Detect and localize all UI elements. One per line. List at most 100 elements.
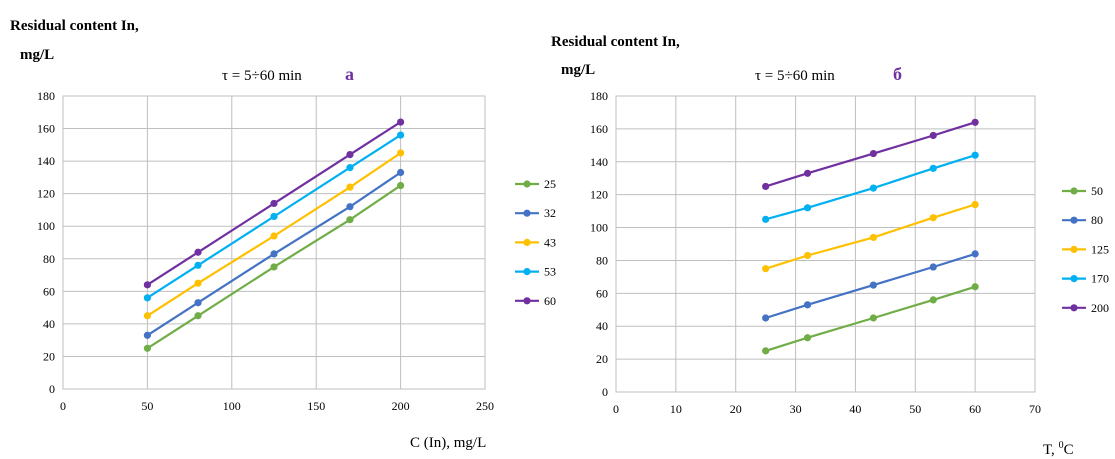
panel-b-series-125-point xyxy=(869,233,877,242)
panel-a-ytick-label: 80 xyxy=(43,252,55,266)
panel-a-series-60-point xyxy=(270,199,278,208)
panel-a-plot-area: 0 20 40 60 80 100 120 140 160 180 0 50 100 150 200 250 xyxy=(37,89,494,413)
panel-a-subtitle: τ = 5÷60 min xyxy=(222,68,302,84)
panel-b-xtick-label: 40 xyxy=(849,402,861,416)
panel-b-xlabel: T, 0C xyxy=(1043,440,1074,458)
panel-b-series-80-point xyxy=(869,281,877,289)
panel-b-xtick-label: 60 xyxy=(969,402,981,416)
panel-b-series-200-point xyxy=(803,169,812,177)
panel-a-ytick-label: 60 xyxy=(43,284,55,298)
panel-b-series-80-point xyxy=(762,314,770,322)
panel-a-ytick-label: 180 xyxy=(37,89,55,103)
panel-b-legend: 50 80 125 170 200 xyxy=(1062,184,1109,315)
panel-a-legend-marker-32 xyxy=(523,209,531,217)
panel-b-legend-label-50: 50 xyxy=(1091,184,1103,198)
panel-b-series-50-point xyxy=(929,296,937,304)
panel-a-ytick-label: 160 xyxy=(37,122,55,136)
panel-a-ytick-label: 140 xyxy=(37,154,55,168)
panel-a-ylabel-line2: mg/L xyxy=(20,47,54,63)
panel-b-series-50-point xyxy=(803,334,812,342)
panel-a-series-32-point xyxy=(194,299,202,307)
panel-a-series-53-point xyxy=(397,131,405,139)
panel-b-ytick-label: 80 xyxy=(596,253,608,267)
panel-b-xtick-label: 70 xyxy=(1029,402,1041,416)
panel-b-series-200-point xyxy=(762,182,770,191)
panel-b-plot-area: 0 20 40 60 80 100 120 140 160 180 0 10 20 30 40 50 60 70 xyxy=(590,89,1041,416)
panel-a-series-32-point xyxy=(397,168,405,177)
panel-a-series-60-point xyxy=(397,118,405,126)
panel-b-legend-marker-170 xyxy=(1070,275,1078,283)
panel-a-series-43-point xyxy=(397,149,405,157)
panel-a-ytick-label: 40 xyxy=(43,317,55,331)
panel-b-series-170-point xyxy=(762,215,770,223)
panel-b-series-125-point xyxy=(929,214,937,222)
panel-b-legend-label-80: 80 xyxy=(1091,213,1103,227)
panel-a-series-25-point xyxy=(143,344,151,352)
panel-b-ytick-label: 40 xyxy=(596,319,608,333)
panel-a-legend-label-53: 53 xyxy=(544,265,556,279)
panel-b-xtick-label: 0 xyxy=(613,402,619,416)
panel-a-series-25-point xyxy=(397,181,405,190)
panel-b-ytick-label: 60 xyxy=(596,286,608,300)
panel-a-series-43-point xyxy=(143,312,151,320)
panel-b-ytick-label: 120 xyxy=(590,188,608,202)
panel-a-plot-frame xyxy=(62,95,486,390)
panel-a-series-25-point xyxy=(194,312,202,320)
panel-a-xtick-label: 50 xyxy=(141,399,153,413)
panel-b-series-50-point xyxy=(762,347,770,355)
panel-a-legend-marker-53 xyxy=(523,268,531,276)
panel-a-legend: 25 32 43 53 60 xyxy=(515,177,556,308)
panel-b-xlabel-sup: 0 xyxy=(1059,440,1064,451)
panel-a-series-43-point xyxy=(346,183,354,191)
panel-a-legend-marker-43 xyxy=(523,238,531,246)
panel-b-series-80-point xyxy=(971,250,979,258)
panel-a-series-43-point xyxy=(194,279,202,287)
panel-a-series-53-point xyxy=(346,164,354,172)
panel-a-xtick-label: 0 xyxy=(60,399,66,413)
panel-b-series-200-point xyxy=(929,131,937,140)
panel-b-plot-frame xyxy=(615,95,1036,393)
panel-a-series-43-point xyxy=(270,232,278,240)
panel-a-series-25-point xyxy=(270,263,278,271)
panel-a-legend-label-60: 60 xyxy=(544,294,556,308)
panel-b-legend-marker-125 xyxy=(1070,245,1078,253)
panel-b-series-170-point xyxy=(929,164,937,172)
panel-b-ytick-label: 160 xyxy=(590,122,608,136)
panel-b-xtick-label: 30 xyxy=(790,402,802,416)
panel-b-xtick-label: 50 xyxy=(909,402,921,416)
panel-a: Residual content In, mg/L τ = 5÷60 min a… xyxy=(10,18,556,451)
panel-b-series-50-point xyxy=(869,314,877,322)
panel-a-xtick-label: 100 xyxy=(223,399,241,413)
panel-b-series-170-point xyxy=(803,204,812,212)
panel-b-ytick-label: 0 xyxy=(602,385,608,399)
panel-a-series-60-point xyxy=(143,281,151,289)
panel-b-ytick-label: 140 xyxy=(590,155,608,169)
panel-a-ylabel-line1: Residual content In, xyxy=(10,18,139,34)
panel-b-letter: б xyxy=(893,64,902,84)
panel-b-legend-marker-80 xyxy=(1070,216,1078,224)
panel-b-legend-label-170: 170 xyxy=(1091,272,1109,286)
panel-a-series-60-point xyxy=(346,151,354,159)
panel-a-xtick-label: 250 xyxy=(476,399,494,413)
panel-b-ytick-label: 180 xyxy=(590,89,608,103)
panel-b-series-125-point xyxy=(762,265,770,273)
panel-b-legend-label-200: 200 xyxy=(1091,301,1109,315)
panel-b: Residual content In, mg/L τ = 5÷60 min б… xyxy=(551,34,1109,458)
panel-a-letter: a xyxy=(345,64,354,84)
panel-b-ytick-label: 20 xyxy=(596,352,608,366)
panel-a-ytick-label: 0 xyxy=(49,382,55,396)
panel-a-legend-marker-25 xyxy=(523,180,531,188)
panel-b-xtick-label: 10 xyxy=(670,402,682,416)
panel-a-xtick-label: 150 xyxy=(307,399,325,413)
panel-a-series-53-point xyxy=(194,261,202,269)
panel-b-series-200-point xyxy=(869,149,877,158)
panel-b-series-170-point xyxy=(971,151,979,159)
panel-b-series-125-point xyxy=(803,251,812,260)
panel-a-xtick-label: 200 xyxy=(392,399,410,413)
panel-a-ytick-label: 120 xyxy=(37,187,55,201)
panel-a-series-25-point xyxy=(346,216,354,224)
panel-a-legend-marker-60 xyxy=(523,297,531,305)
panel-b-series-125-point xyxy=(971,200,979,209)
panel-a-series-32-point xyxy=(346,203,354,211)
